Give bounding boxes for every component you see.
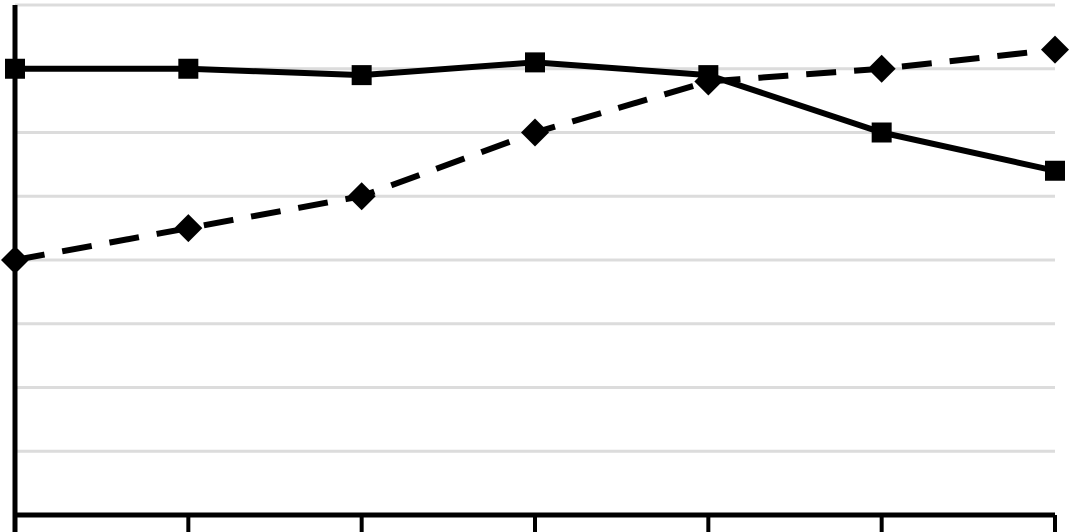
marker <box>347 182 376 211</box>
series-line <box>14 46 1056 263</box>
marker <box>178 58 199 79</box>
marker <box>871 122 892 143</box>
marker <box>694 67 723 96</box>
series-line <box>15 59 1056 174</box>
marker <box>351 65 372 86</box>
marker <box>1045 160 1065 181</box>
marker <box>5 58 25 79</box>
marker <box>521 118 549 147</box>
marker <box>174 214 203 243</box>
marker <box>1 246 29 274</box>
marker <box>1041 35 1069 64</box>
marker <box>525 52 545 73</box>
marker <box>867 54 896 83</box>
